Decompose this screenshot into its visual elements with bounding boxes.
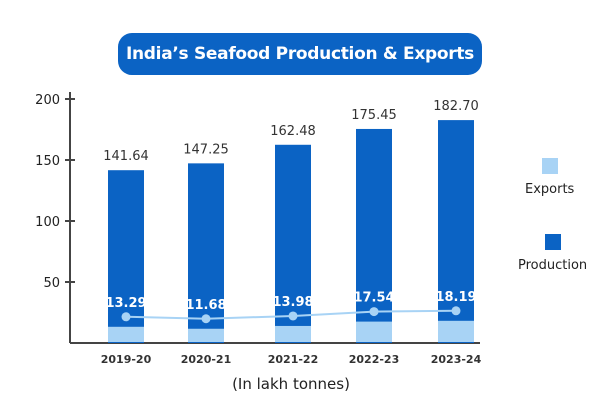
- legend-swatch-production: [544, 234, 561, 250]
- exports-bar: [438, 320, 474, 342]
- y-tick-label: 150: [35, 154, 60, 169]
- x-tick-label: 2023-24: [431, 353, 482, 366]
- exports-data-label: 13.98: [272, 295, 313, 310]
- legend-swatch-exports: [541, 158, 558, 174]
- unit-note: (In lakh tonnes): [0, 375, 602, 393]
- production-data-label: 175.45: [351, 108, 397, 123]
- production-data-label: 162.48: [270, 124, 316, 139]
- exports-data-label: 13.29: [105, 296, 146, 311]
- exports-data-label: 17.54: [353, 291, 394, 306]
- exports-point: [121, 312, 131, 322]
- x-tick-label: 2019-20: [101, 353, 152, 366]
- unit-note-text: (In lakh tonnes): [232, 375, 350, 393]
- production-bar: [188, 163, 224, 343]
- exports-data-label: 18.19: [435, 290, 476, 305]
- exports-point: [369, 307, 379, 317]
- exports-bar: [188, 328, 224, 342]
- exports-data-label: 11.68: [185, 298, 226, 313]
- production-data-label: 147.25: [183, 142, 229, 157]
- y-tick-label: 200: [35, 93, 60, 108]
- exports-bar: [108, 326, 144, 342]
- y-tick-label: 100: [35, 215, 60, 230]
- y-tick-label: 50: [43, 276, 60, 291]
- legend-label-exports: Exports: [525, 182, 575, 197]
- production-bar: [275, 144, 311, 343]
- legend-label-production: Production: [518, 258, 588, 273]
- exports-point: [201, 314, 211, 324]
- x-tick-label: 2021-22: [268, 353, 319, 366]
- legend-production: Production: [518, 234, 587, 273]
- x-tick-label: 2022-23: [349, 353, 400, 366]
- exports-point: [451, 306, 461, 316]
- production-data-label: 141.64: [103, 149, 149, 164]
- production-bar: [438, 120, 474, 343]
- x-tick-label: 2020-21: [181, 353, 232, 366]
- production-data-label: 182.70: [433, 99, 479, 114]
- legend-exports: Exports: [525, 158, 574, 197]
- chart-title: India’s Seafood Production & Exports: [118, 33, 482, 75]
- exports-point: [288, 311, 298, 321]
- exports-bar: [275, 325, 311, 342]
- exports-bar: [356, 321, 392, 342]
